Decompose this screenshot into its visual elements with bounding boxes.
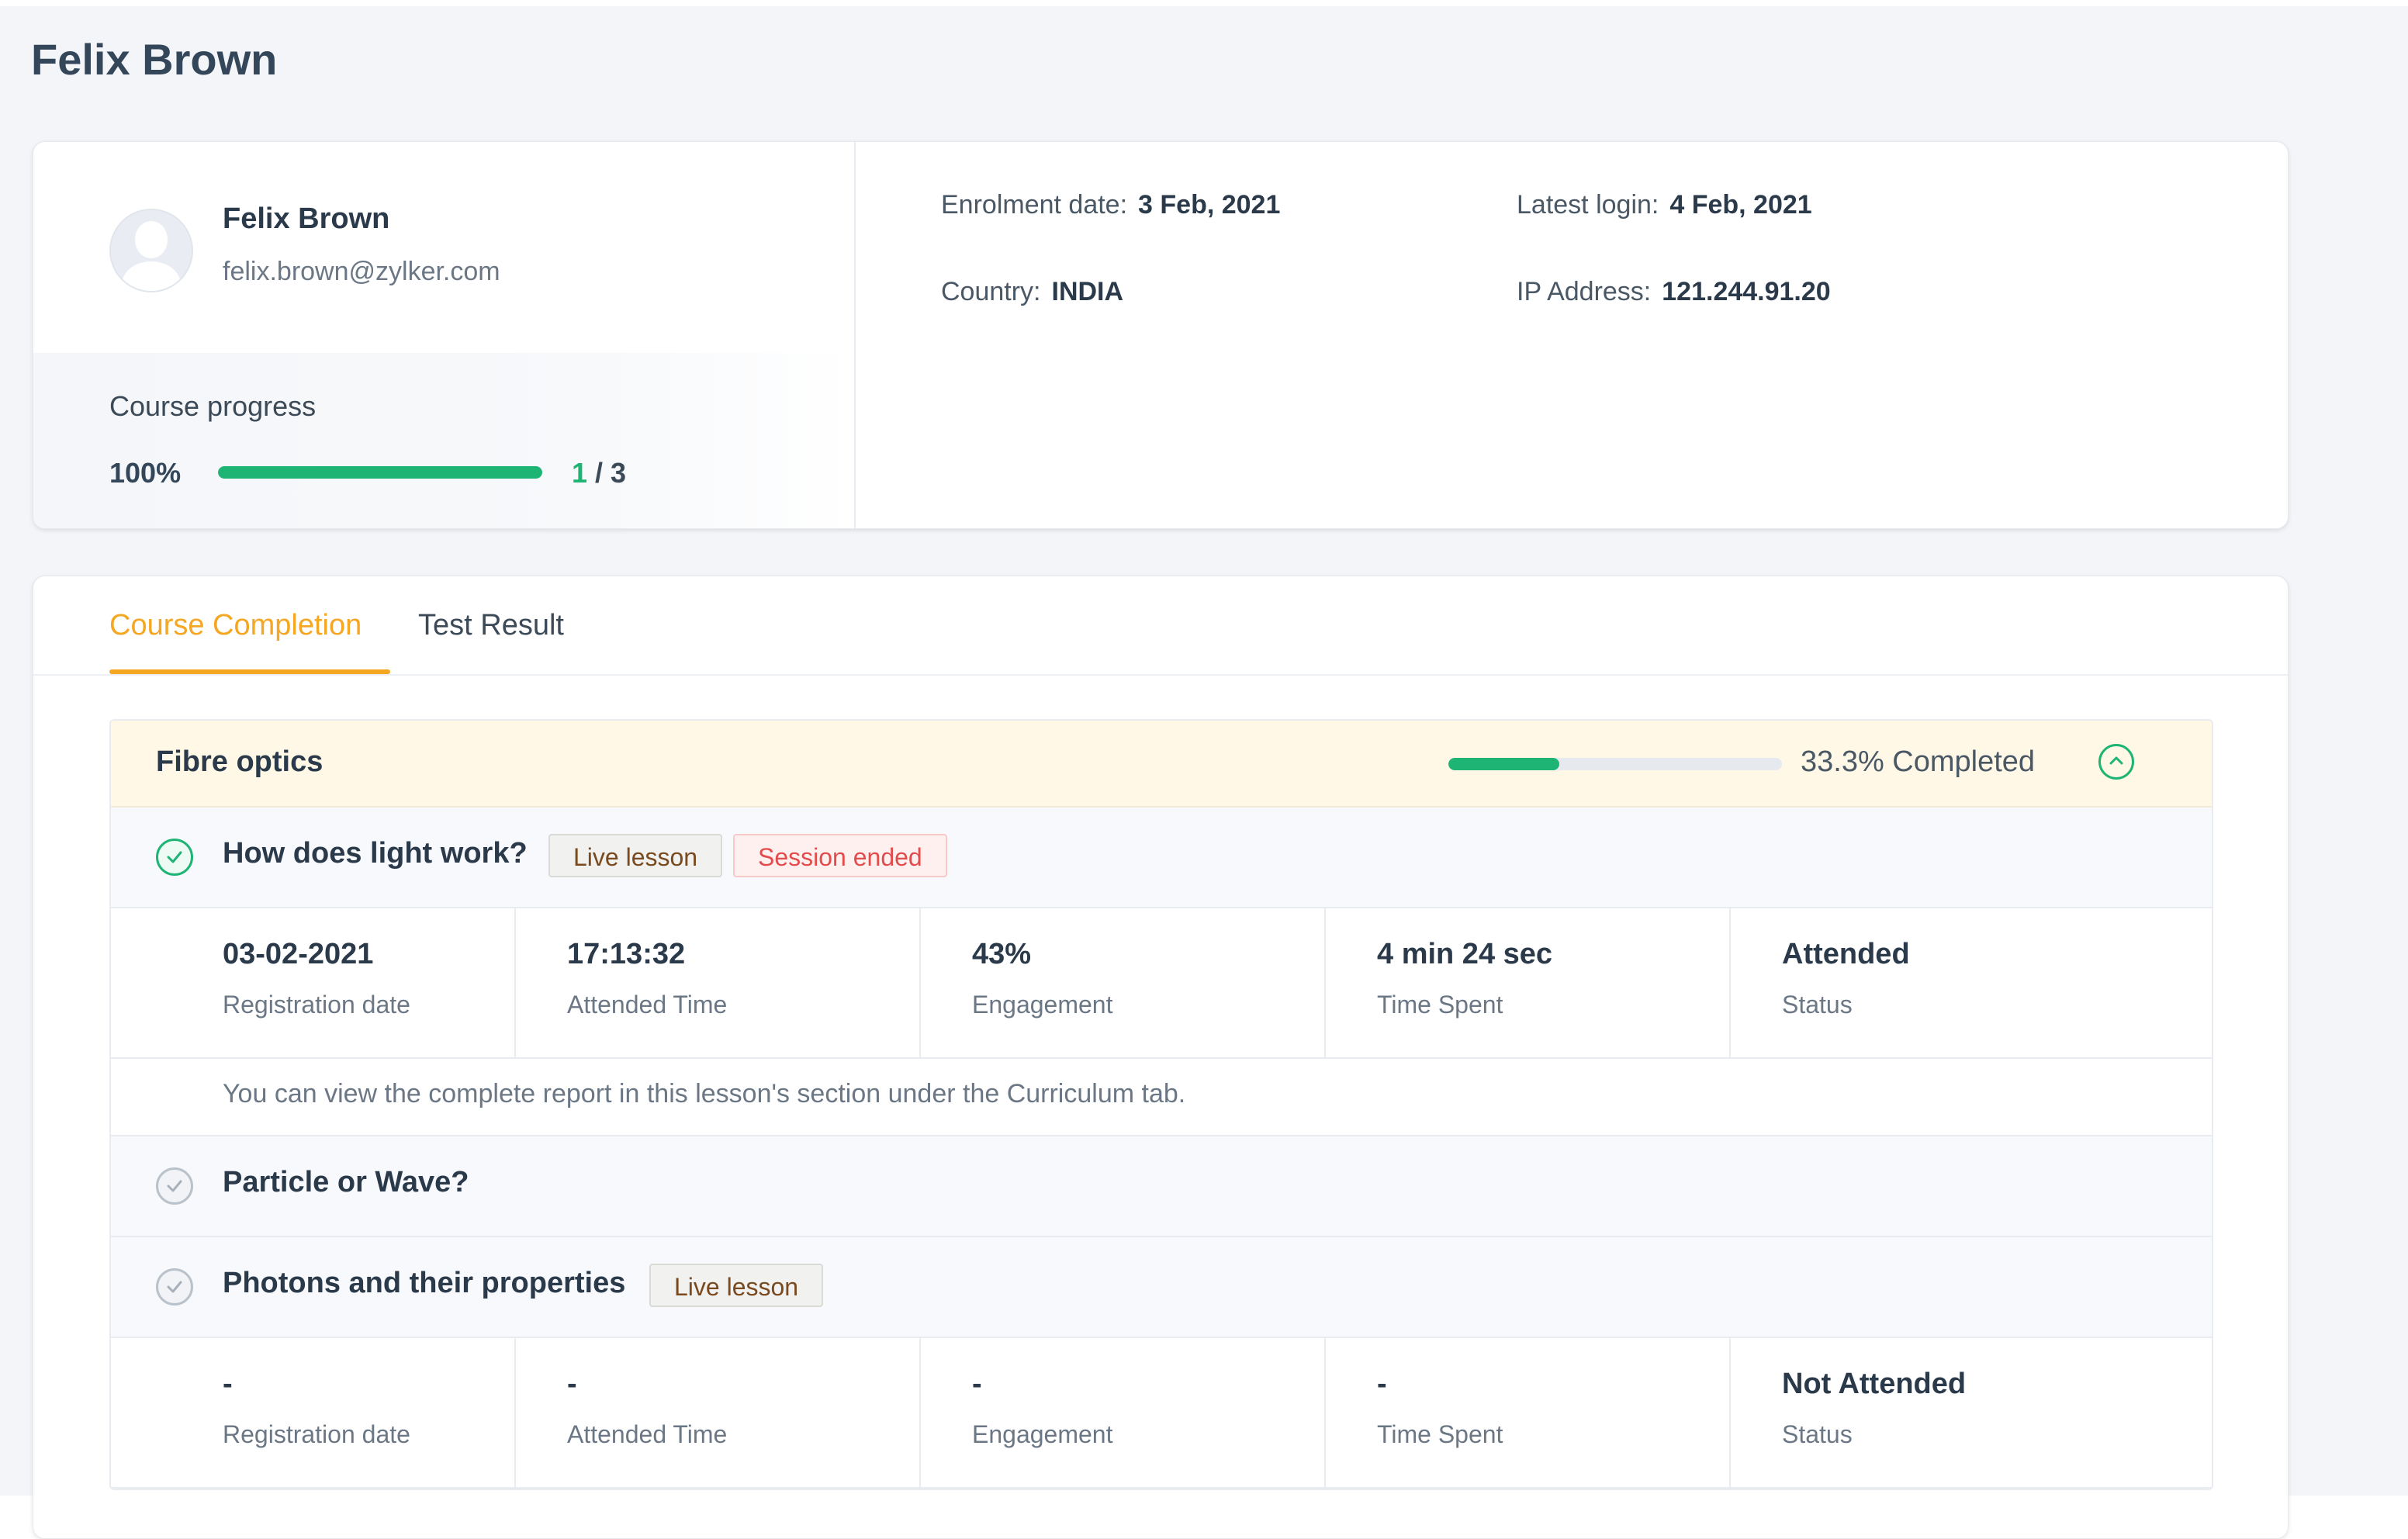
- live-lesson-badge: Live lesson: [548, 834, 723, 877]
- latest-login-label: Latest login:: [1517, 190, 1659, 220]
- country: Country: INDIA: [941, 277, 1123, 307]
- course-progress-label: Course progress: [109, 390, 317, 422]
- stat-attended-time: - Attended Time: [516, 1338, 921, 1487]
- stat-label: Status: [1782, 991, 1853, 1019]
- section-header[interactable]: Fibre optics 33.3% Completed: [111, 721, 2212, 808]
- total-count: / 3: [595, 457, 627, 489]
- stat-registration-date: 03-02-2021 Registration date: [111, 908, 516, 1057]
- stat-value: Attended: [1782, 938, 1910, 970]
- lesson-row[interactable]: Photons and their properties Live lesson: [111, 1237, 2212, 1338]
- stat-label: Time Spent: [1377, 991, 1503, 1019]
- section-title: Fibre optics: [156, 745, 323, 778]
- stat-label: Time Spent: [1377, 1420, 1503, 1448]
- course-progress-bar: [218, 466, 542, 479]
- check-circle-icon: [156, 1268, 193, 1306]
- lesson-stats: 03-02-2021 Registration date 17:13:32 At…: [111, 908, 2212, 1059]
- stat-label: Attended Time: [567, 1420, 728, 1448]
- stat-value: 17:13:32: [567, 938, 686, 970]
- country-value: INDIA: [1051, 277, 1124, 306]
- lesson-title[interactable]: How does light work?: [223, 837, 528, 870]
- section-progress-fill: [1448, 758, 1560, 770]
- lesson-row[interactable]: How does light work? Live lesson Session…: [111, 808, 2212, 908]
- enrolment-date-label: Enrolment date:: [941, 190, 1128, 220]
- completed-count: 1: [572, 457, 588, 489]
- lesson-stats: - Registration date - Attended Time - En…: [111, 1338, 2212, 1489]
- check-circle-icon: [156, 839, 193, 876]
- tab-course-completion[interactable]: Course Completion: [109, 609, 362, 642]
- stat-value: -: [223, 1368, 233, 1400]
- stat-label: Engagement: [972, 991, 1113, 1019]
- stat-value: -: [1377, 1368, 1387, 1400]
- course-progress-panel: [33, 353, 854, 528]
- user-avatar-icon: [109, 209, 193, 292]
- chevron-up-icon[interactable]: [2098, 744, 2134, 780]
- lesson-note: You can view the complete report in this…: [111, 1059, 2212, 1136]
- stat-value: -: [567, 1368, 577, 1400]
- course-progress-percent: 100%: [109, 457, 182, 489]
- ip-address: IP Address: 121.244.91.20: [1517, 277, 1831, 307]
- stat-status: Attended Status: [1731, 908, 2212, 1057]
- stat-label: Registration date: [223, 991, 410, 1019]
- stat-time-spent: - Time Spent: [1326, 1338, 1731, 1487]
- stat-value: Not Attended: [1782, 1368, 1967, 1400]
- lesson-note-text: You can view the complete report in this…: [223, 1079, 1186, 1108]
- page-title: Felix Brown: [31, 35, 278, 84]
- course-tabs: Course Completion Test Result: [33, 576, 2288, 676]
- lesson-title[interactable]: Photons and their properties: [223, 1267, 626, 1299]
- country-label: Country:: [941, 277, 1041, 306]
- learner-summary: Felix Brown felix.brown@zylker.com Cours…: [33, 142, 856, 528]
- latest-login: Latest login: 4 Feb, 2021: [1517, 190, 1812, 220]
- stat-label: Status: [1782, 1420, 1853, 1448]
- stat-label: Engagement: [972, 1420, 1113, 1448]
- lesson-row[interactable]: Particle or Wave?: [111, 1136, 2212, 1237]
- check-circle-icon: [156, 1167, 193, 1205]
- enrolment-date: Enrolment date: 3 Feb, 2021: [941, 190, 1280, 220]
- session-ended-badge: Session ended: [733, 834, 947, 877]
- stat-label: Registration date: [223, 1420, 410, 1448]
- stat-engagement: - Engagement: [921, 1338, 1326, 1487]
- stat-value: 4 min 24 sec: [1377, 938, 1553, 970]
- course-section: Fibre optics 33.3% Completed How does li…: [109, 719, 2213, 1490]
- learner-profile-card: Felix Brown felix.brown@zylker.com Cours…: [33, 141, 2289, 529]
- learner-email: felix.brown@zylker.com: [223, 257, 500, 286]
- stat-label: Attended Time: [567, 991, 728, 1019]
- stat-registration-date: - Registration date: [111, 1338, 516, 1487]
- stat-value: 03-02-2021: [223, 938, 374, 970]
- course-progress-count: 1 / 3: [572, 457, 626, 489]
- latest-login-value: 4 Feb, 2021: [1669, 190, 1812, 220]
- section-completed-text: 33.3% Completed: [1801, 745, 2036, 778]
- learner-name: Felix Brown: [223, 202, 390, 235]
- section-progress-bar: [1448, 758, 1782, 770]
- course-details-card: Course Completion Test Result Fibre opti…: [33, 576, 2289, 1539]
- stat-status: Not Attended Status: [1731, 1338, 2212, 1487]
- enrolment-date-value: 3 Feb, 2021: [1138, 190, 1281, 220]
- stat-attended-time: 17:13:32 Attended Time: [516, 908, 921, 1057]
- live-lesson-badge: Live lesson: [649, 1264, 824, 1307]
- lesson-title[interactable]: Particle or Wave?: [223, 1166, 469, 1198]
- stat-engagement: 43% Engagement: [921, 908, 1326, 1057]
- tab-test-result[interactable]: Test Result: [418, 609, 564, 642]
- course-progress-fill: [218, 466, 542, 479]
- ip-address-label: IP Address:: [1517, 277, 1652, 306]
- stat-value: 43%: [972, 938, 1032, 970]
- stat-value: -: [972, 1368, 982, 1400]
- ip-address-value: 121.244.91.20: [1662, 277, 1831, 306]
- stat-time-spent: 4 min 24 sec Time Spent: [1326, 908, 1731, 1057]
- active-tab-indicator: [109, 669, 390, 674]
